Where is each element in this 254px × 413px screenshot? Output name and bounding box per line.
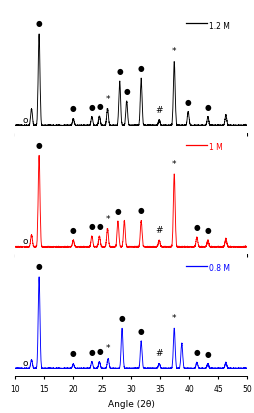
Text: 1 M: 1 M: [208, 143, 222, 152]
Text: #: #: [155, 106, 162, 115]
Text: ●: ●: [36, 19, 42, 28]
Text: #: #: [155, 225, 162, 235]
Text: o: o: [23, 237, 28, 246]
Text: *: *: [105, 95, 109, 104]
Text: ●: ●: [137, 326, 144, 335]
Text: ●: ●: [118, 313, 125, 322]
Text: ●: ●: [204, 349, 210, 358]
Text: ●: ●: [184, 98, 191, 107]
Text: ●: ●: [96, 347, 102, 356]
Text: ●: ●: [204, 226, 210, 235]
Text: ●: ●: [70, 225, 76, 234]
Text: *: *: [171, 47, 176, 56]
Text: ●: ●: [96, 102, 102, 111]
Text: ●: ●: [88, 222, 95, 231]
Text: ●: ●: [193, 223, 199, 231]
Text: o: o: [23, 116, 28, 124]
Text: ●: ●: [88, 347, 95, 356]
Text: #: #: [155, 349, 162, 358]
Text: *: *: [105, 214, 109, 223]
Text: ●: ●: [137, 206, 144, 215]
Text: ●: ●: [36, 140, 42, 150]
Text: ●: ●: [88, 103, 95, 112]
Text: *: *: [171, 159, 176, 169]
Text: ●: ●: [137, 64, 144, 73]
Text: *: *: [105, 343, 110, 352]
Text: ●: ●: [204, 103, 210, 112]
Text: ●: ●: [70, 349, 76, 358]
Text: ●: ●: [116, 66, 122, 76]
Text: ●: ●: [114, 206, 121, 216]
X-axis label: Angle (2θ): Angle (2θ): [107, 399, 154, 408]
Text: ●: ●: [36, 262, 42, 271]
Text: *: *: [171, 313, 176, 322]
Text: ●: ●: [123, 86, 130, 95]
Text: ●: ●: [193, 347, 199, 356]
Text: 0.8 M: 0.8 M: [208, 264, 229, 273]
Text: ●: ●: [70, 104, 76, 113]
Text: 1.2 M: 1.2 M: [208, 21, 229, 31]
Text: ●: ●: [96, 221, 102, 230]
Text: o: o: [23, 358, 28, 367]
